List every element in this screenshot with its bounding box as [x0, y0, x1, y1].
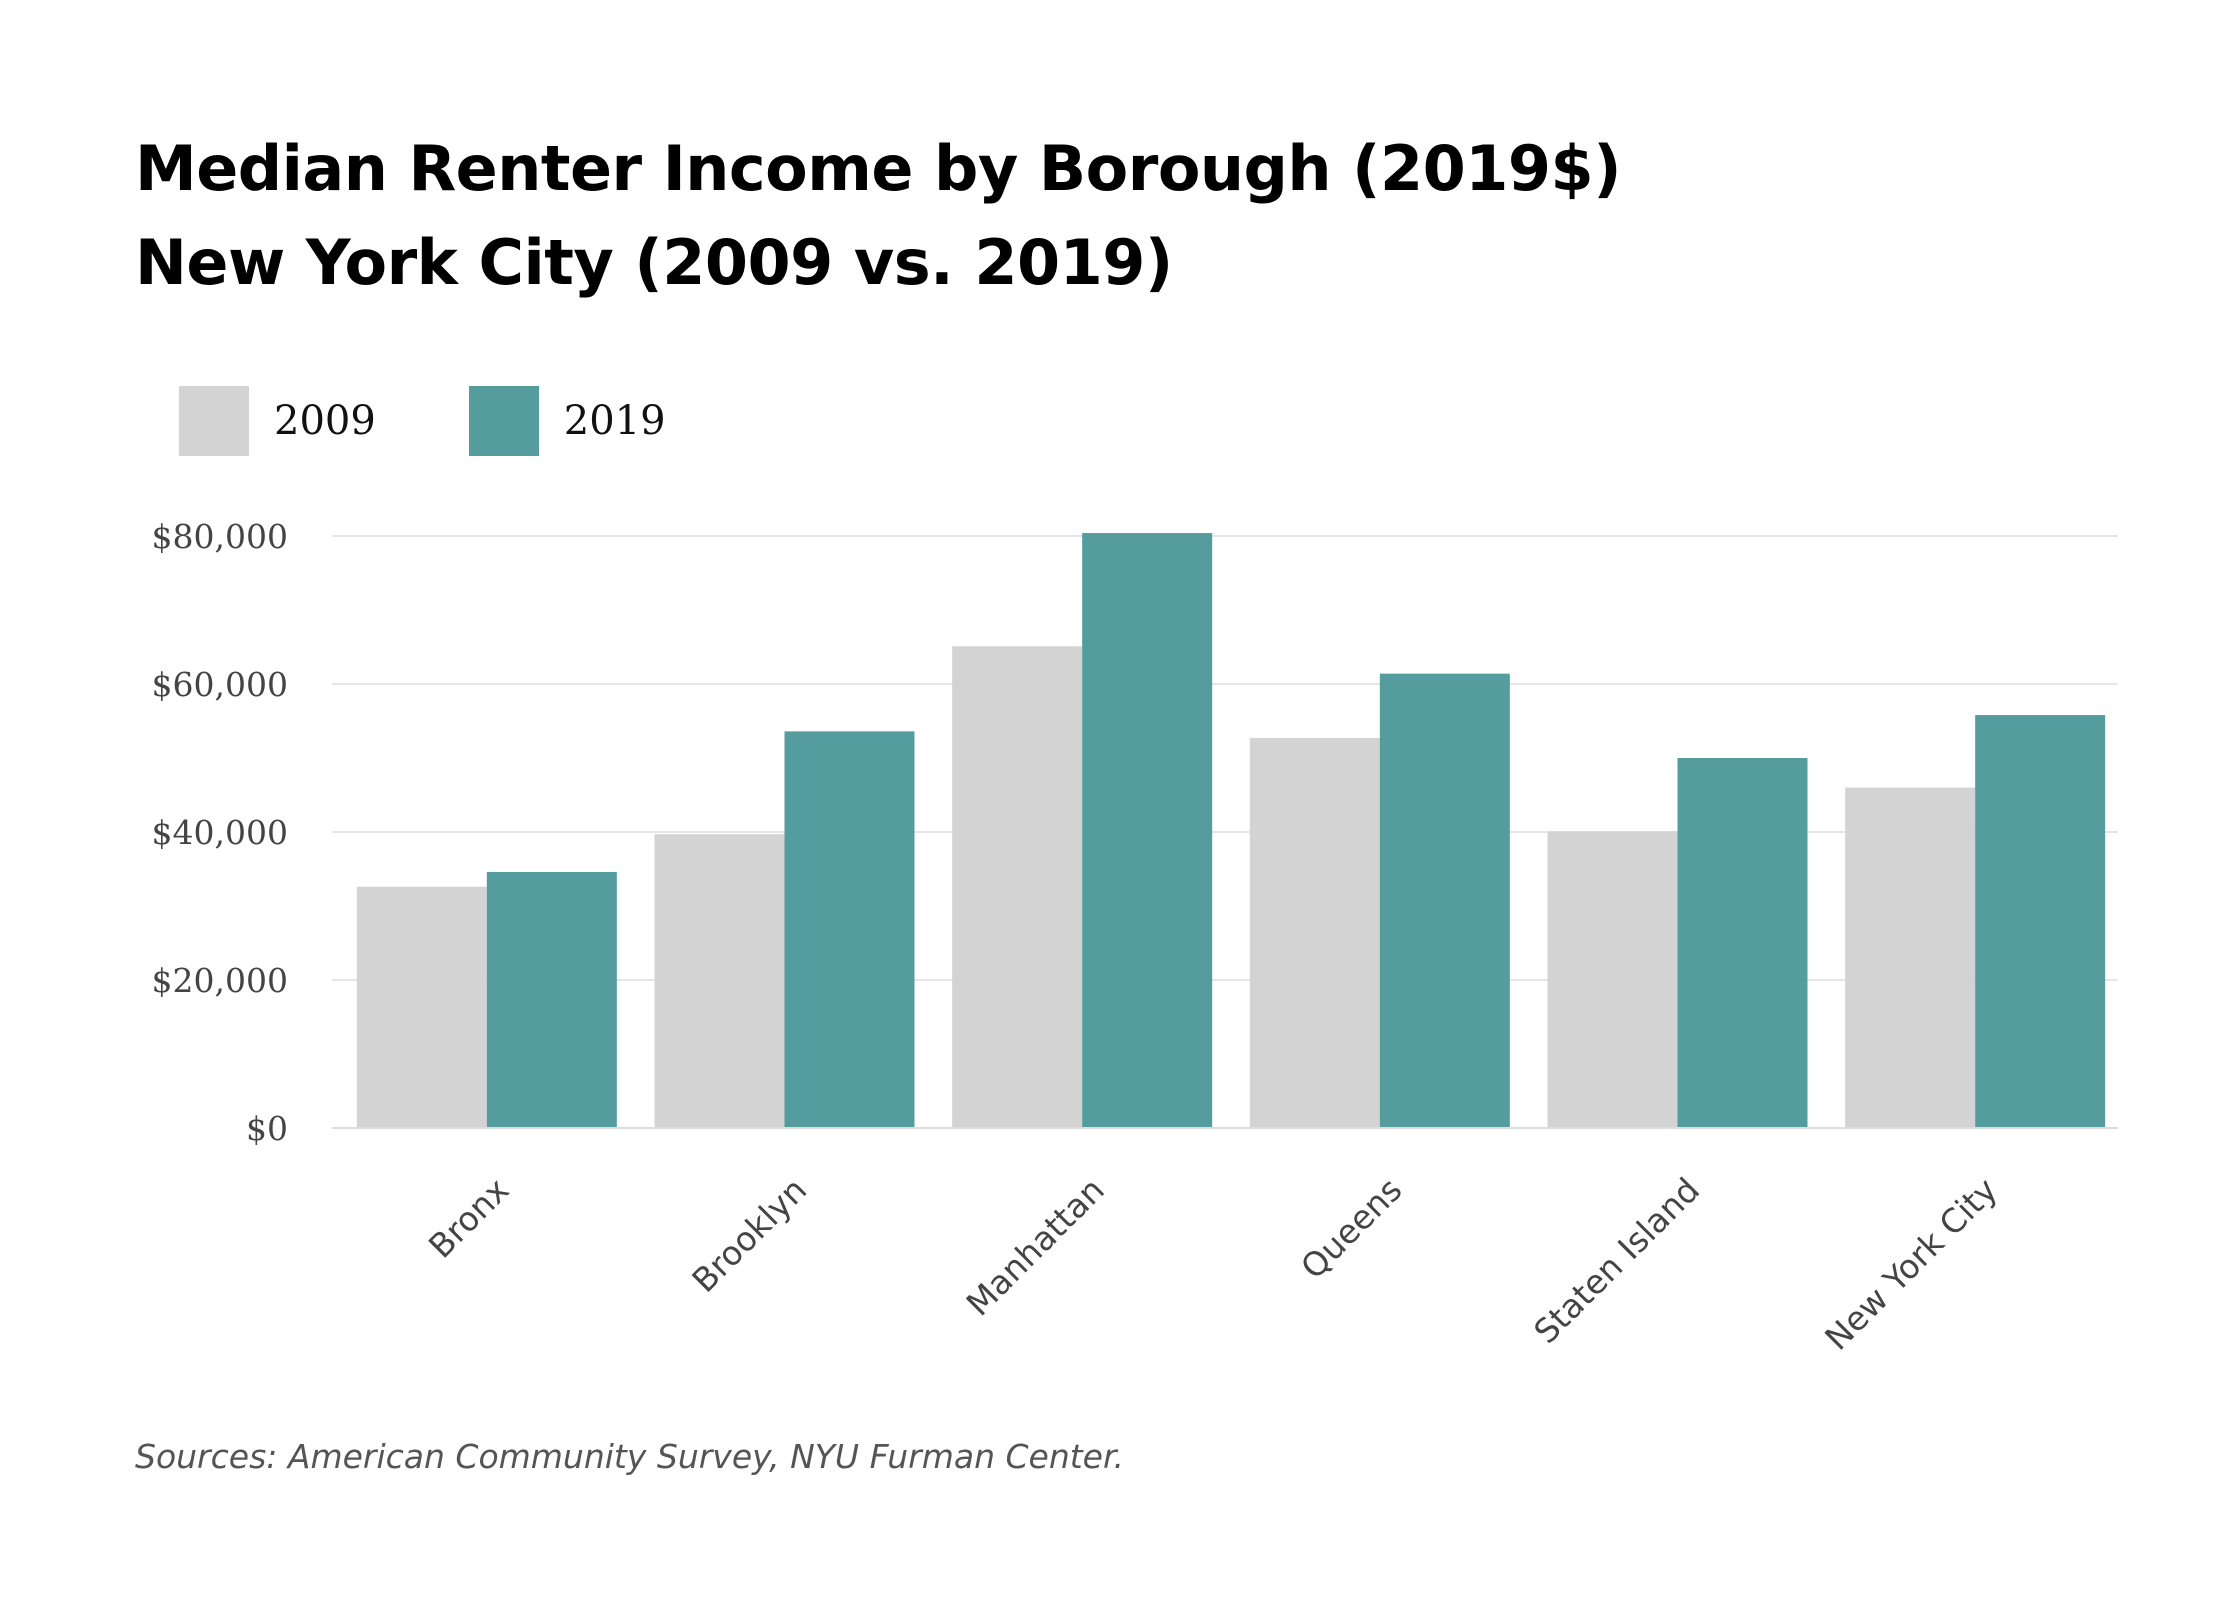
bar-2019-brooklyn	[784, 731, 915, 1128]
y-tick-label: $0	[246, 1109, 288, 1148]
x-tick-label: Staten Island	[1526, 1170, 1707, 1351]
source-note: Sources: American Community Survey, NYU …	[135, 1437, 1125, 1476]
legend-swatch-2019	[468, 386, 539, 456]
chart-title: Median Renter Income by Borough (2019$) …	[135, 122, 1622, 310]
bar-2009-queens	[1249, 738, 1380, 1128]
legend-swatch-2009	[179, 386, 249, 456]
bar-2009-staten-island	[1547, 831, 1678, 1128]
x-tick-label: Manhattan	[959, 1170, 1112, 1323]
bar-2009-manhattan	[952, 646, 1083, 1128]
bar-2019-manhattan	[1082, 533, 1213, 1128]
bar-2009-bronx	[356, 886, 487, 1128]
y-tick-label: $60,000	[152, 665, 288, 704]
x-tick-label: Brooklyn	[684, 1170, 814, 1300]
chart-subtitle: New York City (2009 vs. 2019)	[135, 226, 1173, 299]
bar-2019-queens	[1379, 673, 1510, 1128]
bar-2009-brooklyn	[654, 834, 785, 1128]
legend-item-2009[interactable]: 2009	[179, 386, 376, 456]
legend: 2009 2019	[179, 386, 759, 456]
legend-label-2019: 2019	[563, 398, 666, 444]
bar-2019-staten-island	[1677, 758, 1808, 1128]
x-tick-label: New York City	[1817, 1170, 2005, 1358]
x-tick-label: Bronx	[421, 1170, 517, 1266]
bar-2019-new-york-city	[1975, 715, 2106, 1128]
legend-label-2009: 2009	[274, 398, 376, 444]
chart-title-line: Median Renter Income by Borough (2019$)	[135, 132, 1622, 205]
legend-item-2019[interactable]: 2019	[468, 386, 666, 456]
x-tick-label: Queens	[1293, 1170, 1409, 1286]
bar-2019-bronx	[486, 871, 617, 1128]
bars	[356, 533, 2106, 1128]
y-tick-label: $80,000	[152, 517, 288, 556]
bar-2009-new-york-city	[1845, 787, 1976, 1128]
y-tick-label: $40,000	[152, 813, 288, 852]
y-tick-label: $20,000	[152, 961, 288, 1000]
